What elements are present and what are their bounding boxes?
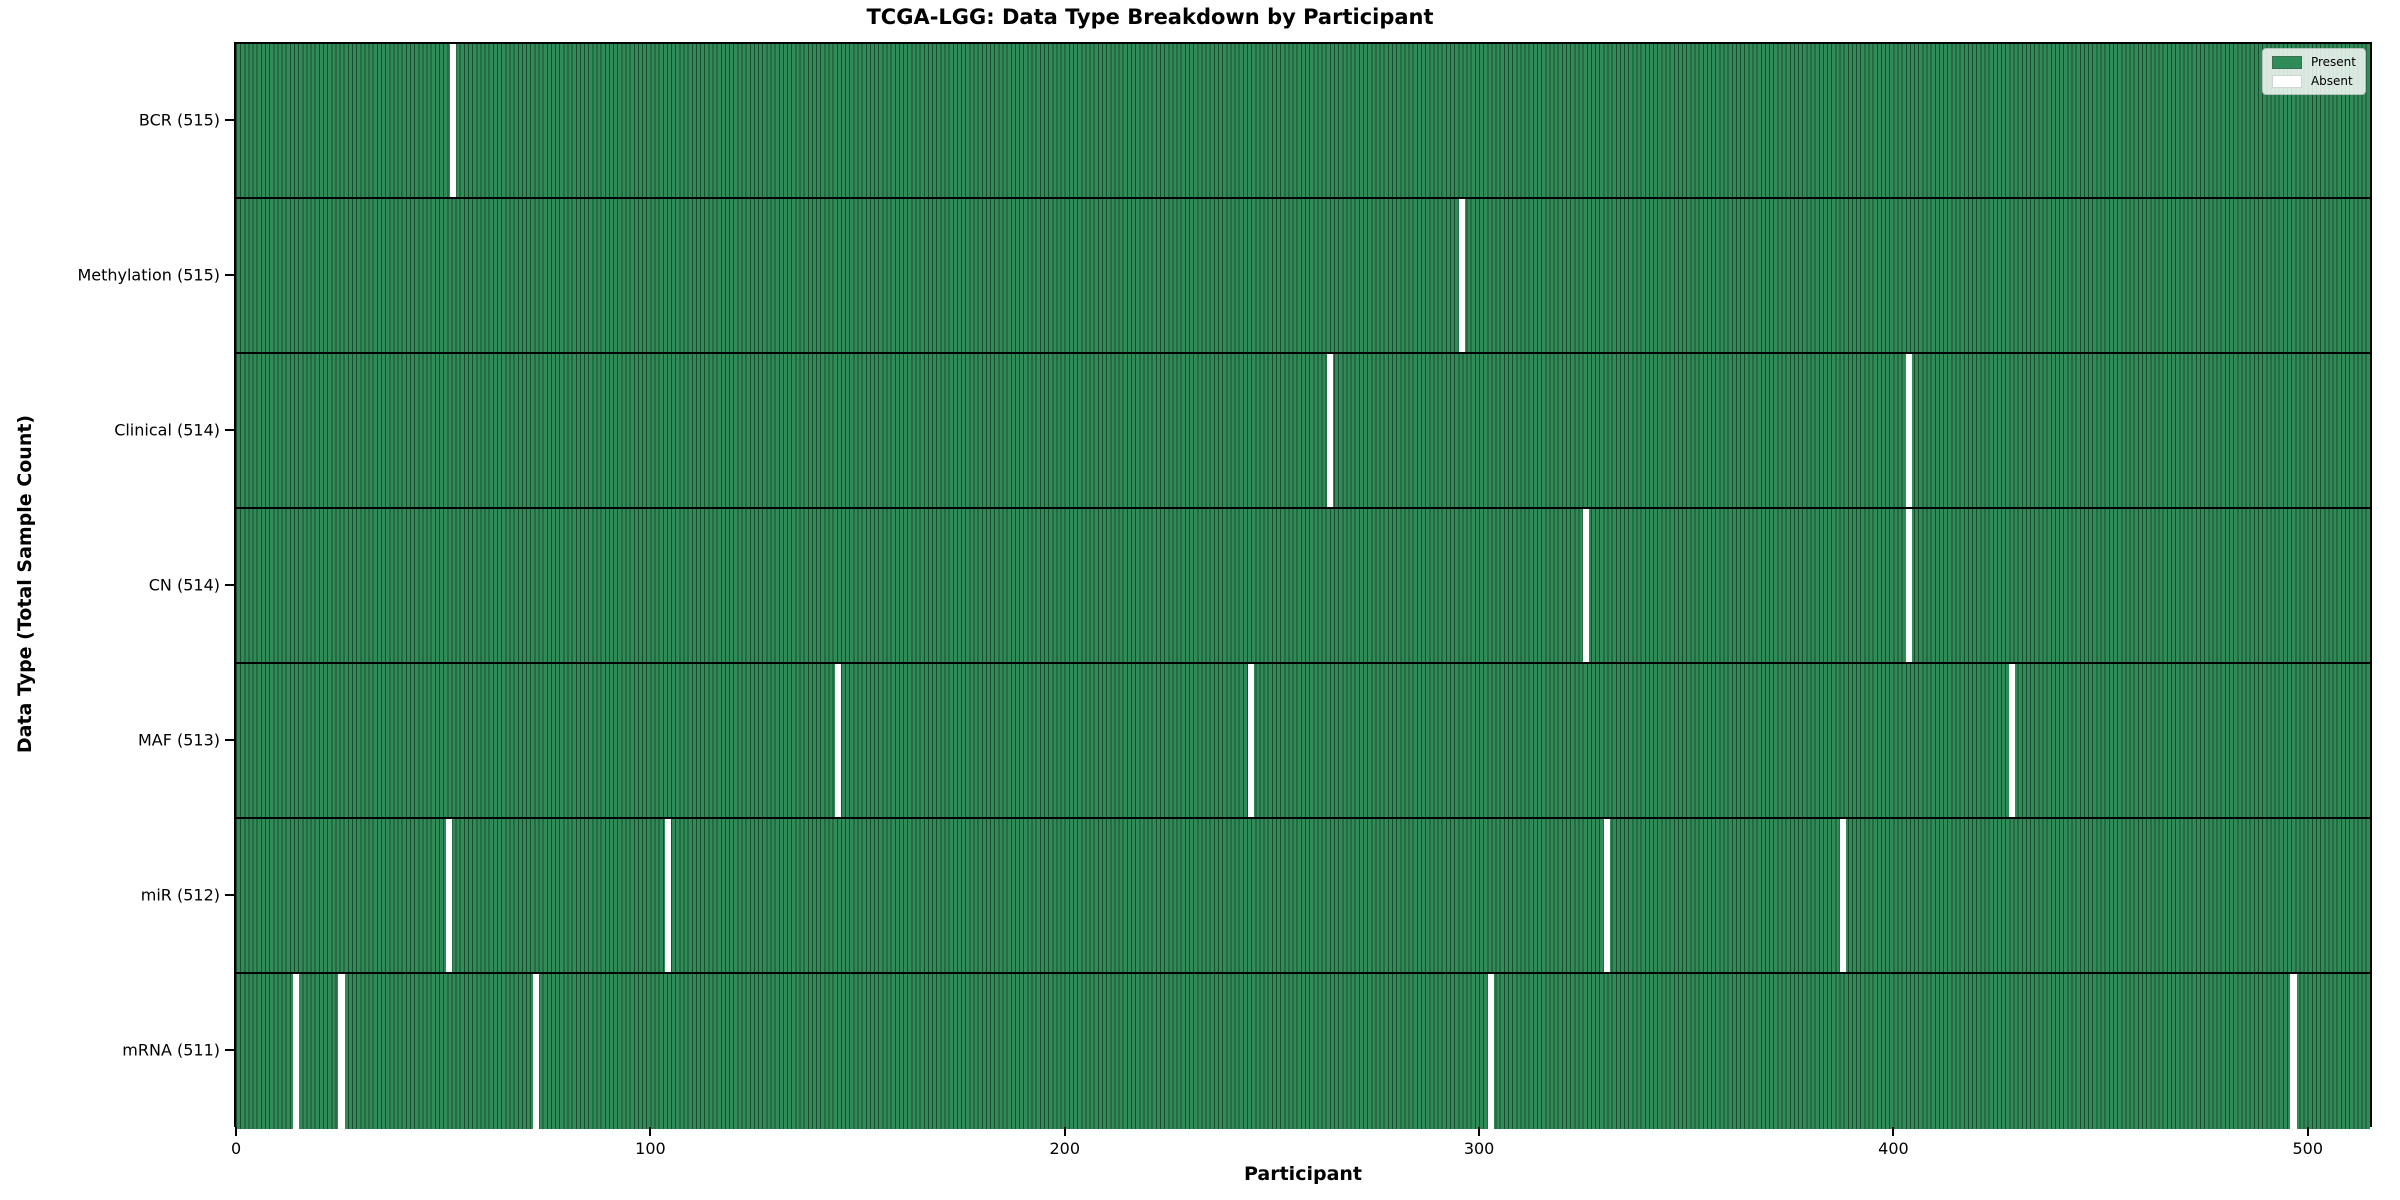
- y-tick-label: Clinical (514): [114, 420, 220, 439]
- heatmap-row: [236, 819, 2370, 974]
- x-tick-mark: [1892, 1127, 1895, 1136]
- y-tick-mark: [225, 118, 234, 121]
- absent-gap: [1459, 199, 1466, 352]
- heatmap-row: [236, 974, 2370, 1129]
- absent-gap: [834, 664, 841, 817]
- y-tick-mark: [225, 1048, 234, 1051]
- absent-gap: [1603, 819, 1611, 972]
- y-tick-mark: [225, 273, 234, 276]
- y-tick-mark: [225, 893, 234, 896]
- x-tick-mark: [649, 1127, 652, 1136]
- heatmap-row: [236, 509, 2370, 664]
- x-tick-mark: [235, 1127, 238, 1136]
- heatmap-row: [236, 664, 2370, 819]
- absent-gap: [1488, 974, 1495, 1129]
- absent-gap: [1248, 664, 1255, 817]
- chart-title: TCGA-LGG: Data Type Breakdown by Partici…: [866, 5, 1434, 29]
- y-tick-label: miR (512): [140, 885, 220, 904]
- legend: Present Absent: [2261, 48, 2366, 95]
- absent-gap: [450, 44, 457, 197]
- x-tick-label: 0: [230, 1139, 242, 1158]
- legend-label-present: Present: [2310, 55, 2356, 69]
- x-tick-label: 100: [635, 1139, 666, 1158]
- absent-gap: [1905, 354, 1912, 507]
- legend-swatch-absent-icon: [2271, 74, 2302, 88]
- y-tick-label: mRNA (511): [122, 1040, 220, 1059]
- absent-gap: [292, 974, 300, 1129]
- absent-gap: [2290, 974, 2297, 1129]
- absent-gap: [445, 819, 453, 972]
- absent-gap: [2009, 664, 2016, 817]
- absent-gap: [665, 819, 672, 972]
- y-tick-label: BCR (515): [138, 110, 220, 129]
- y-tick-mark: [225, 428, 234, 431]
- y-tick-label: CN (514): [148, 575, 220, 594]
- x-tick-label: 200: [1049, 1139, 1081, 1158]
- legend-label-absent: Absent: [2310, 74, 2353, 88]
- y-tick-label: MAF (513): [137, 730, 220, 749]
- legend-item-absent: Absent: [2271, 74, 2356, 88]
- x-tick-mark: [1063, 1127, 1066, 1136]
- absent-gap: [532, 974, 539, 1129]
- x-axis-title: Participant: [1243, 1163, 1363, 1185]
- heatmap-row: [236, 354, 2370, 509]
- y-tick-mark: [225, 738, 234, 741]
- absent-gap: [1905, 509, 1912, 662]
- x-tick-mark: [2306, 1127, 2309, 1136]
- x-tick-label: 400: [1878, 1139, 1909, 1158]
- heatmap-row: [236, 199, 2370, 354]
- x-tick-label: 300: [1463, 1139, 1495, 1158]
- y-tick-label: Methylation (515): [77, 265, 220, 284]
- y-tick-mark: [225, 583, 234, 586]
- plot-area: Present Absent: [234, 42, 2372, 1129]
- absent-gap: [1326, 354, 1333, 507]
- x-tick-mark: [1478, 1127, 1481, 1136]
- absent-gap: [338, 974, 345, 1129]
- legend-swatch-present-icon: [2271, 55, 2302, 69]
- legend-item-present: Present: [2271, 55, 2356, 69]
- absent-gap: [1839, 819, 1846, 972]
- x-tick-label: 500: [2292, 1139, 2324, 1158]
- absent-gap: [1583, 509, 1590, 662]
- heatmap-row: [236, 44, 2370, 199]
